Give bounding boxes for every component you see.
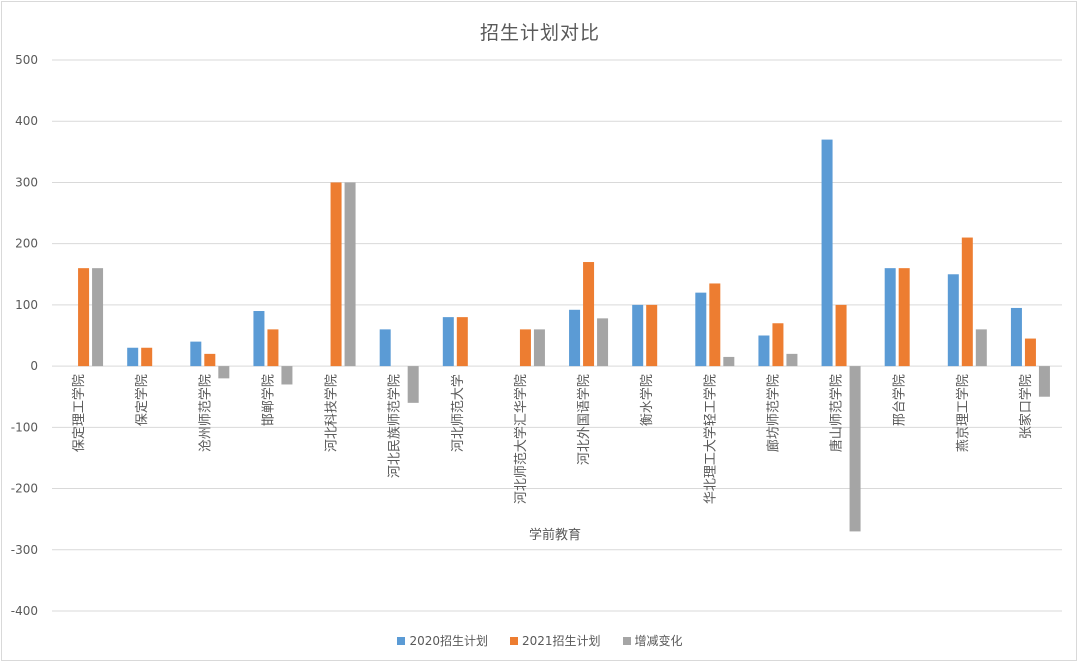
x-tick-label: 廊坊师范学院 xyxy=(765,374,781,452)
x-tick-label: 华北理工大学轻工学院 xyxy=(702,374,718,504)
legend-label: 增减变化 xyxy=(634,634,683,648)
bar xyxy=(204,353,216,367)
x-tick-label: 唐山师范学院 xyxy=(829,374,845,452)
bar xyxy=(884,268,896,367)
y-tick-label: 400 xyxy=(15,114,38,128)
y-tick-label: 200 xyxy=(15,237,38,251)
bar xyxy=(78,268,90,367)
x-tick-label: 燕京理工学院 xyxy=(955,374,971,452)
bar xyxy=(695,292,707,367)
bar xyxy=(849,366,861,532)
bar xyxy=(379,329,391,367)
x-tick-label: 衡水学院 xyxy=(639,374,655,426)
bar xyxy=(961,237,973,367)
bar xyxy=(975,329,987,367)
bar xyxy=(281,366,293,385)
bar xyxy=(407,366,419,403)
x-tick-label: 河北民族师范学院 xyxy=(387,374,403,478)
bar xyxy=(569,309,581,367)
y-tick-label: 100 xyxy=(15,298,38,312)
bar xyxy=(1024,338,1036,367)
bar xyxy=(835,304,847,367)
x-tick-label: 河北科技学院 xyxy=(324,374,340,452)
x-tick-label: 河北外国语学院 xyxy=(576,374,592,465)
bar xyxy=(141,347,153,367)
bar xyxy=(92,268,104,367)
legend-item-2020: 2020招生计划 xyxy=(397,632,488,649)
legend-label: 2020招生计划 xyxy=(409,634,488,648)
bar xyxy=(758,335,770,367)
x-tick-label: 沧州师范学院 xyxy=(197,374,213,452)
bar xyxy=(947,274,959,367)
bar xyxy=(442,317,454,367)
bar xyxy=(127,347,139,367)
y-tick-label: -100 xyxy=(11,420,38,434)
bar xyxy=(786,353,798,367)
x-tick-label: 保定理工学院 xyxy=(71,374,87,452)
y-tick-label: -200 xyxy=(11,482,38,496)
legend-swatch xyxy=(509,636,518,645)
bar xyxy=(218,366,230,379)
bar xyxy=(344,182,356,367)
x-axis-title: 学前教育 xyxy=(529,527,581,543)
x-tick-label: 保定学院 xyxy=(134,374,150,426)
legend-swatch xyxy=(397,636,406,645)
y-tick-label: 0 xyxy=(30,359,38,373)
bar xyxy=(898,268,910,367)
legend-label: 2021招生计划 xyxy=(521,634,601,648)
legend-item-2021: 2021招生计划 xyxy=(509,632,601,649)
bar xyxy=(646,304,658,367)
bar xyxy=(519,329,531,367)
bar xyxy=(533,329,545,367)
bar xyxy=(632,304,644,367)
bar xyxy=(1038,366,1050,397)
bar xyxy=(772,323,784,367)
bar xyxy=(456,317,468,367)
x-tick-label: 张家口学院 xyxy=(1018,374,1034,439)
x-tick-label: 邯郸学院 xyxy=(260,374,276,426)
legend-swatch xyxy=(622,636,631,645)
bar xyxy=(1010,307,1022,367)
bar xyxy=(723,356,735,367)
x-tick-label: 河北师范大学 xyxy=(450,374,466,452)
y-tick-label: 300 xyxy=(15,175,38,189)
y-tick-label: -400 xyxy=(11,604,38,618)
bar xyxy=(583,262,595,367)
bar xyxy=(267,329,279,367)
y-tick-label: -300 xyxy=(11,543,38,557)
x-tick-label: 河北师范大学汇华学院 xyxy=(513,374,529,504)
legend: 2020招生计划 2021招生计划 增减变化 xyxy=(0,632,1080,649)
bar xyxy=(330,182,342,367)
bar xyxy=(190,341,202,367)
bar xyxy=(709,283,721,367)
chart-title: 招生计划对比 xyxy=(479,22,600,44)
bar xyxy=(597,318,609,367)
bar xyxy=(253,311,265,367)
y-tick-label: 500 xyxy=(15,53,38,67)
bar xyxy=(821,139,833,367)
legend-item-change: 增减变化 xyxy=(622,632,683,649)
x-tick-label: 邢台学院 xyxy=(892,374,908,426)
